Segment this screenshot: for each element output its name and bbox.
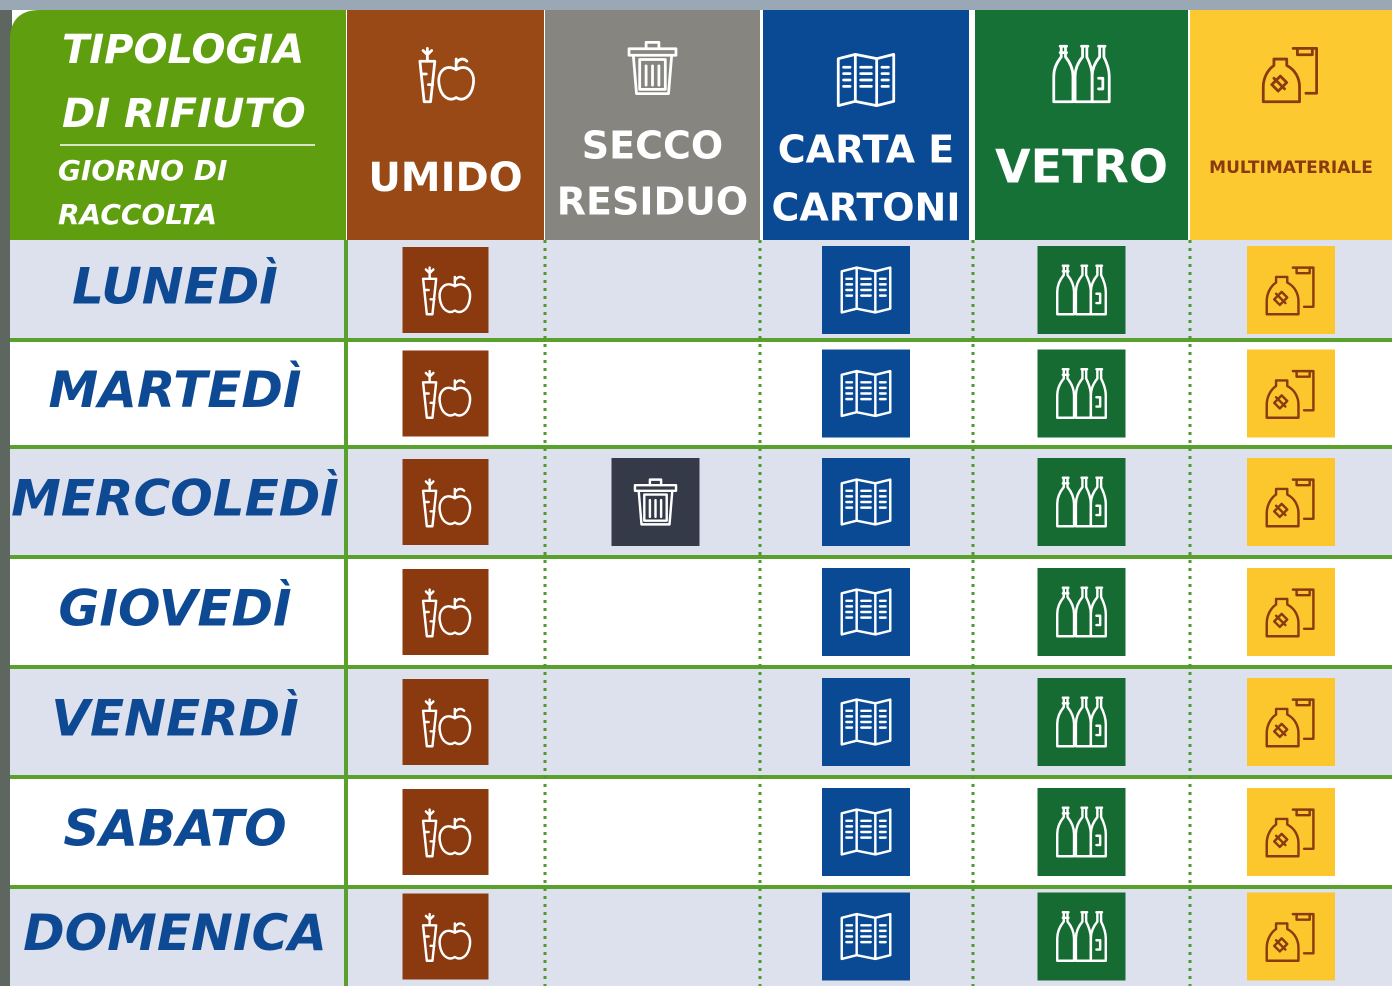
collection-icon-bg	[1037, 349, 1126, 438]
collection-icon-bg	[1247, 892, 1335, 981]
day-label: VENERDÌ	[51, 689, 298, 748]
day-label: MERCOLEDÌ	[11, 469, 339, 528]
collection-icon-bg	[1247, 246, 1335, 334]
column-label: VETRO	[995, 140, 1168, 194]
title: TIPOLOGIA	[62, 27, 304, 73]
row-line	[10, 338, 1392, 342]
collection-icon-bg	[1037, 788, 1126, 876]
col-line	[344, 240, 348, 986]
header: TIPOLOGIA DI RIFIUTO GIORNO DI RACCOLTA	[58, 27, 306, 231]
collection-icon-bg	[1037, 246, 1126, 334]
row-line	[10, 445, 1392, 449]
day-label: GIOVEDÌ	[58, 579, 291, 638]
subtitle: GIORNO DI	[58, 154, 227, 187]
title: DI RIFIUTO	[62, 91, 306, 137]
collection-icon-bg	[1037, 458, 1126, 546]
collection-icon-bg	[1037, 568, 1126, 656]
collection-icon-bg	[1247, 568, 1335, 656]
row-bg	[10, 667, 1392, 777]
day-label: MARTEDÌ	[48, 360, 301, 419]
collection-icon-bg	[402, 789, 489, 875]
collection-icon-bg	[402, 247, 489, 333]
row-bg	[10, 447, 1392, 557]
row-bg	[10, 887, 1392, 986]
row-bg	[10, 557, 1392, 667]
column-label: UMIDO	[368, 155, 522, 201]
collection-icon-bg	[402, 679, 489, 765]
collection-icon-bg	[1037, 678, 1126, 766]
row-line	[10, 555, 1392, 559]
row-bg	[10, 340, 1392, 447]
column-label: CARTONI	[771, 186, 960, 230]
collection-icon-bg	[1037, 892, 1126, 981]
column-label: MULTIMATERIALE	[1209, 158, 1373, 178]
row-line	[10, 665, 1392, 669]
collection-icon-bg	[402, 893, 489, 980]
subtitle: RACCOLTA	[58, 198, 217, 231]
collection-icon-bg	[1247, 678, 1335, 766]
collection-icon-bg	[402, 459, 489, 545]
row-bg	[10, 777, 1392, 887]
row-bg	[10, 240, 1392, 340]
row-line	[10, 775, 1392, 779]
column-label: RESIDUO	[557, 180, 748, 224]
day-label: LUNEDÌ	[72, 257, 278, 316]
row-line	[10, 885, 1392, 889]
collection-icon-bg	[1247, 458, 1335, 546]
day-label: DOMENICA	[23, 904, 327, 962]
collection-icon-bg	[1247, 349, 1335, 438]
collection-icon-bg	[402, 350, 489, 437]
collection-icon-bg	[402, 569, 489, 655]
collection-icon-bg	[1247, 788, 1335, 876]
column-label: CARTA E	[778, 128, 954, 172]
column-label: SECCO	[582, 124, 723, 168]
day-label: SABATO	[63, 800, 286, 858]
